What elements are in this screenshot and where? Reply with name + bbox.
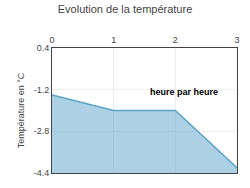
svg-text:-4.4: -4.4 [34, 168, 50, 178]
svg-text:1: 1 [111, 35, 116, 45]
svg-text:-2.8: -2.8 [34, 126, 50, 136]
svg-text:0: 0 [49, 35, 54, 45]
svg-text:0.4: 0.4 [37, 43, 50, 53]
svg-text:-1.2: -1.2 [34, 85, 50, 95]
svg-text:Evolution de la température: Evolution de la température [58, 3, 193, 15]
svg-text:heure par heure: heure par heure [150, 87, 218, 97]
svg-text:Température en °C: Température en °C [16, 72, 26, 148]
svg-text:2: 2 [173, 35, 178, 45]
svg-text:3: 3 [234, 35, 239, 45]
